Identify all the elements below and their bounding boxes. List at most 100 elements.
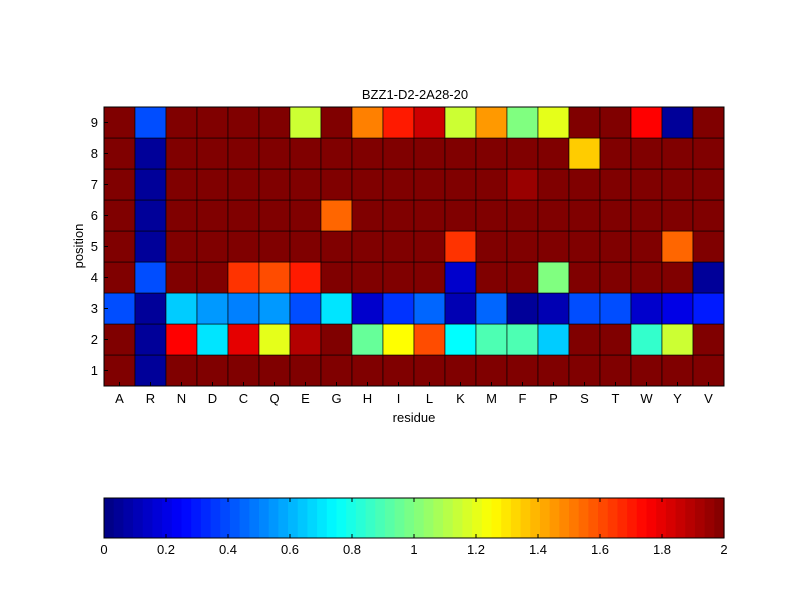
- colorbar-swatch: [588, 498, 599, 538]
- heatmap-cell-E-9: [289, 106, 322, 139]
- heatmap-cell-M-3: [475, 292, 508, 325]
- colorbar-swatch: [152, 498, 163, 538]
- colorbar-swatch: [627, 498, 638, 538]
- heatmap-cell-N-7: [165, 168, 198, 201]
- heatmap-cell-L-4: [413, 261, 446, 294]
- colorbar-swatch: [704, 498, 715, 538]
- y-axis-label: position: [71, 224, 86, 269]
- x-tick-label-R: R: [146, 391, 155, 406]
- heatmap-cell-W-1: [630, 354, 663, 387]
- heatmap-cell-P-9: [537, 106, 570, 139]
- colorbar-swatch: [617, 498, 628, 538]
- heatmap-cell-Y-8: [661, 137, 694, 170]
- colorbar-tick-label: 1.8: [653, 542, 671, 557]
- heatmap-cell-N-8: [165, 137, 198, 170]
- heatmap-cell-G-8: [320, 137, 353, 170]
- heatmap-cell-G-9: [320, 106, 353, 139]
- heatmap-cell-A-6: [103, 199, 136, 232]
- heatmap-cell-N-1: [165, 354, 198, 387]
- heatmap-cell-W-7: [630, 168, 663, 201]
- heatmap-cell-Q-8: [258, 137, 291, 170]
- colorbar-swatch: [569, 498, 580, 538]
- heatmap-cell-L-8: [413, 137, 446, 170]
- heatmap-cell-D-8: [196, 137, 229, 170]
- colorbar-swatch: [607, 498, 619, 538]
- colorbar-swatch: [288, 498, 299, 538]
- colorbar-swatch: [462, 498, 473, 538]
- heatmap-cell-I-5: [382, 230, 415, 263]
- heatmap-cell-T-7: [599, 168, 632, 201]
- colorbar-swatch: [443, 498, 454, 538]
- heatmap-cell-Y-7: [661, 168, 694, 201]
- heatmap-cell-C-6: [227, 199, 260, 232]
- heatmap-cell-Q-2: [258, 323, 291, 356]
- heatmap-cell-F-3: [506, 292, 539, 325]
- heatmap-cell-R-1: [134, 354, 167, 387]
- heatmap-cell-M-8: [475, 137, 508, 170]
- colorbar-swatch: [162, 498, 173, 538]
- colorbar-swatch: [665, 498, 677, 538]
- colorbar-swatch: [414, 498, 425, 538]
- x-axis-label: residue: [393, 410, 436, 425]
- colorbar-swatch: [598, 498, 609, 538]
- heatmap-cell-I-6: [382, 199, 415, 232]
- colorbar-swatch: [268, 498, 279, 538]
- colorbar-swatch: [510, 498, 522, 538]
- heatmap-cell-E-2: [289, 323, 322, 356]
- colorbar-swatch: [210, 498, 221, 538]
- heatmap-cell-L-5: [413, 230, 446, 263]
- heatmap-cell-N-6: [165, 199, 198, 232]
- colorbar-swatch: [123, 498, 134, 538]
- heatmap-cell-L-3: [413, 292, 446, 325]
- heatmap-cell-P-7: [537, 168, 570, 201]
- heatmap-cell-K-5: [444, 230, 477, 263]
- heatmap-cell-K-2: [444, 323, 477, 356]
- heatmap-cell-L-6: [413, 199, 446, 232]
- colorbar-swatch: [259, 498, 270, 538]
- heatmap-cell-H-3: [351, 292, 384, 325]
- heatmap-cell-E-1: [289, 354, 322, 387]
- colorbar-tick-label: 2: [720, 542, 727, 557]
- colorbar-swatch: [375, 498, 386, 538]
- x-tick-label-P: P: [549, 391, 558, 406]
- colorbar-tick-label: 1.2: [467, 542, 485, 557]
- heatmap-cell-V-3: [692, 292, 725, 325]
- heatmap-cell-T-2: [599, 323, 632, 356]
- colorbar-swatch: [249, 498, 260, 538]
- heatmap-cell-I-2: [382, 323, 415, 356]
- heatmap-cell-V-4: [692, 261, 725, 294]
- x-tick-label-T: T: [612, 391, 620, 406]
- heatmap-cell-I-8: [382, 137, 415, 170]
- heatmap-cell-Q-7: [258, 168, 291, 201]
- heatmap-cell-H-6: [351, 199, 384, 232]
- heatmap-cell-F-8: [506, 137, 539, 170]
- colorbar-swatch: [365, 498, 376, 538]
- heatmap-cell-L-7: [413, 168, 446, 201]
- heatmap-cell-A-2: [103, 323, 136, 356]
- heatmap-cell-N-2: [165, 323, 198, 356]
- heatmap-cell-R-7: [134, 168, 167, 201]
- colorbar-swatch: [239, 498, 250, 538]
- colorbar-tick-label: 1: [410, 542, 417, 557]
- x-tick-label-N: N: [177, 391, 186, 406]
- colorbar-tick-label: 0.6: [281, 542, 299, 557]
- colorbar-tick-label: 0.4: [219, 542, 237, 557]
- colorbar-swatch: [384, 498, 396, 538]
- heatmap-cell-I-4: [382, 261, 415, 294]
- heatmap-cell-T-4: [599, 261, 632, 294]
- colorbar-swatch: [675, 498, 686, 538]
- y-tick-label-3: 3: [91, 301, 98, 316]
- chart-title: BZZ1-D2-2A28-20: [362, 87, 468, 102]
- heatmap-cell-A-4: [103, 261, 136, 294]
- heatmap-cell-F-6: [506, 199, 539, 232]
- heatmap-cell-Y-1: [661, 354, 694, 387]
- heatmap-cell-V-5: [692, 230, 725, 263]
- heatmap-cell-P-1: [537, 354, 570, 387]
- heatmap-cell-D-5: [196, 230, 229, 263]
- colorbar-swatch: [491, 498, 502, 538]
- heatmap-cell-V-9: [692, 106, 725, 139]
- heatmap-cell-R-5: [134, 230, 167, 263]
- heatmap-cell-R-9: [134, 106, 167, 139]
- heatmap-cell-P-3: [537, 292, 570, 325]
- y-tick-label-7: 7: [91, 177, 98, 192]
